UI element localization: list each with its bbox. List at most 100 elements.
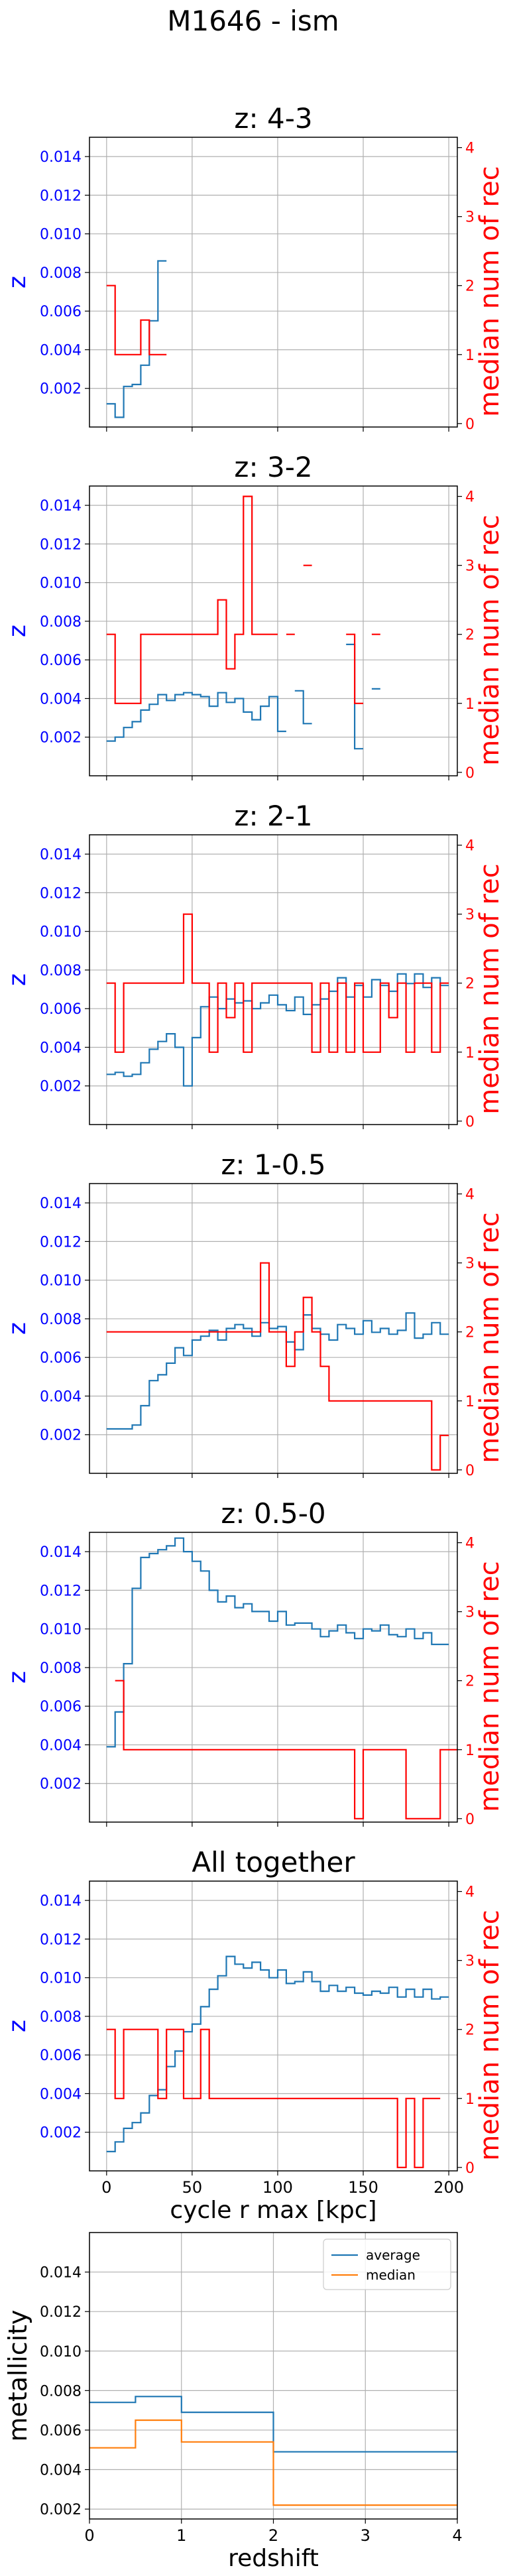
y-tick-label: 0.002 xyxy=(40,1776,82,1793)
x-tick-label: 100 xyxy=(262,2178,293,2197)
y-right-axis-label: median num of rec xyxy=(475,863,505,1114)
y-right-tick-label: 2 xyxy=(465,2022,475,2039)
y-tick-label: 0.006 xyxy=(40,304,82,320)
plot-frame xyxy=(89,2232,458,2520)
y-right-tick-label: 1 xyxy=(465,2091,475,2108)
y-tick-label: 0.010 xyxy=(40,227,82,243)
legend-label-average: average xyxy=(366,2247,420,2263)
series-line-left xyxy=(106,1537,449,1748)
y-tick-label: 0.008 xyxy=(40,614,82,631)
y-right-tick-label: 0 xyxy=(465,1463,475,1479)
y-tick-label: 0.012 xyxy=(40,188,82,204)
series-line-right xyxy=(106,495,380,704)
x-tick-label: 4 xyxy=(452,2526,462,2545)
x-tick-label: 0 xyxy=(84,2526,94,2545)
y-right-tick-label: 2 xyxy=(465,627,475,644)
series-line-right xyxy=(106,1262,449,1471)
y-tick-label: 0.010 xyxy=(40,2344,82,2361)
x-tick-label: 1 xyxy=(176,2526,186,2545)
y-tick-label: 0.010 xyxy=(40,1622,82,1638)
series-line-average xyxy=(89,2396,457,2453)
chart-title: z: 2-1 xyxy=(234,800,312,832)
y-tick-label: 0.008 xyxy=(40,265,82,282)
chart-title: z: 1-0.5 xyxy=(221,1148,325,1181)
y-tick-label: 0.006 xyxy=(40,1699,82,1715)
y-right-tick-label: 3 xyxy=(465,1953,475,1970)
y-right-axis-label: median num of rec xyxy=(475,1561,505,1811)
y-axis-label: z xyxy=(4,2020,31,2032)
chart-title: All together xyxy=(192,1846,355,1878)
series-line-right xyxy=(106,2028,441,2168)
y-tick-label: 0.012 xyxy=(40,536,82,553)
y-right-tick-label: 2 xyxy=(465,976,475,993)
y-tick-label: 0.006 xyxy=(40,1001,82,1018)
y-right-tick-label: 4 xyxy=(465,1187,475,1203)
y-right-axis-label: median num of rec xyxy=(475,1910,505,2160)
y-right-axis-label: median num of rec xyxy=(475,515,505,765)
y-tick-label: 0.014 xyxy=(40,1893,82,1910)
y-tick-label: 0.008 xyxy=(40,963,82,979)
x-tick-label: 50 xyxy=(182,2178,203,2197)
y-tick-label: 0.008 xyxy=(40,2383,82,2400)
chart-title: z: 0.5-0 xyxy=(221,1497,325,1530)
legend-label-median: median xyxy=(366,2267,416,2283)
y-tick-label: 0.012 xyxy=(40,2304,82,2321)
plot-frame xyxy=(89,137,458,428)
y-tick-label: 0.010 xyxy=(40,924,82,941)
x-axis-label: cycle r max [kpc] xyxy=(170,2197,376,2224)
chart-panel-5: 0.002 0.004 0.006 0.008 0.010 0.012 0.014 0 1 2 3 4… xyxy=(4,1497,505,1828)
y-tick-label: 0.008 xyxy=(40,1660,82,1677)
x-tick-label: 0 xyxy=(101,2178,111,2197)
y-right-axis-label: median num of rec xyxy=(475,166,505,416)
y-tick-label: 0.004 xyxy=(40,1737,82,1754)
series-line-median xyxy=(89,2419,457,2506)
y-tick-label: 0.004 xyxy=(40,2463,82,2479)
y-right-tick-label: 3 xyxy=(465,907,475,924)
plot-frame xyxy=(89,1532,458,1823)
y-axis-label: z xyxy=(4,1322,31,1335)
y-tick-label: 0.008 xyxy=(40,2009,82,2026)
y-right-tick-label: 2 xyxy=(465,278,475,295)
y-right-tick-label: 1 xyxy=(465,1743,475,1759)
y-right-tick-label: 3 xyxy=(465,210,475,226)
y-right-tick-label: 0 xyxy=(465,1811,475,1828)
y-right-tick-label: 4 xyxy=(465,838,475,855)
y-right-tick-label: 2 xyxy=(465,1674,475,1690)
y-tick-label: 0.012 xyxy=(40,1932,82,1948)
chart-title: z: 3-2 xyxy=(234,451,312,483)
y-tick-label: 0.014 xyxy=(40,149,82,166)
y-right-tick-label: 1 xyxy=(465,696,475,713)
y-tick-label: 0.002 xyxy=(40,2125,82,2142)
y-tick-label: 0.006 xyxy=(40,652,82,669)
y-axis-label: z xyxy=(4,625,31,637)
y-tick-label: 0.006 xyxy=(40,2423,82,2439)
y-tick-label: 0.006 xyxy=(40,2048,82,2064)
chart-panel-4: 0.002 0.004 0.006 0.008 0.010 0.012 0.014 0 1 2 3 4… xyxy=(4,1148,505,1479)
chart-panel-2: 0.002 0.004 0.006 0.008 0.010 0.012 0.014 0 1 2 3 4… xyxy=(4,451,505,782)
y-tick-label: 0.004 xyxy=(40,1040,82,1056)
y-tick-label: 0.008 xyxy=(40,1312,82,1328)
series-line-right xyxy=(106,913,449,1053)
y-right-tick-label: 4 xyxy=(465,141,475,157)
chart-panel-7: 0.002 0.004 0.006 0.008 0.010 0.012 0.014 0 1 2 3 4… xyxy=(3,2232,463,2572)
y-right-tick-label: 0 xyxy=(465,2160,475,2177)
y-right-axis-label: median num of rec xyxy=(475,1212,505,1463)
y-right-tick-label: 2 xyxy=(465,1325,475,1341)
x-axis-label: redshift xyxy=(228,2545,319,2572)
y-tick-label: 0.002 xyxy=(40,1079,82,1095)
y-tick-label: 0.002 xyxy=(40,730,82,747)
series-line-right xyxy=(106,284,167,355)
x-tick-label: 2 xyxy=(268,2526,278,2545)
y-tick-label: 0.002 xyxy=(40,381,82,398)
y-right-tick-label: 4 xyxy=(465,1536,475,1552)
plot-frame xyxy=(89,1183,458,1474)
chart-panel-3: 0.002 0.004 0.006 0.008 0.010 0.012 0.014 0 1 2 3 4… xyxy=(4,800,505,1131)
y-tick-label: 0.014 xyxy=(40,2265,82,2282)
y-tick-label: 0.012 xyxy=(40,885,82,902)
y-tick-label: 0.014 xyxy=(40,1544,82,1561)
chart-title: z: 4-3 xyxy=(234,102,312,135)
y-tick-label: 0.006 xyxy=(40,1350,82,1367)
y-right-tick-label: 3 xyxy=(465,1605,475,1621)
series-line-right xyxy=(115,1680,457,1819)
